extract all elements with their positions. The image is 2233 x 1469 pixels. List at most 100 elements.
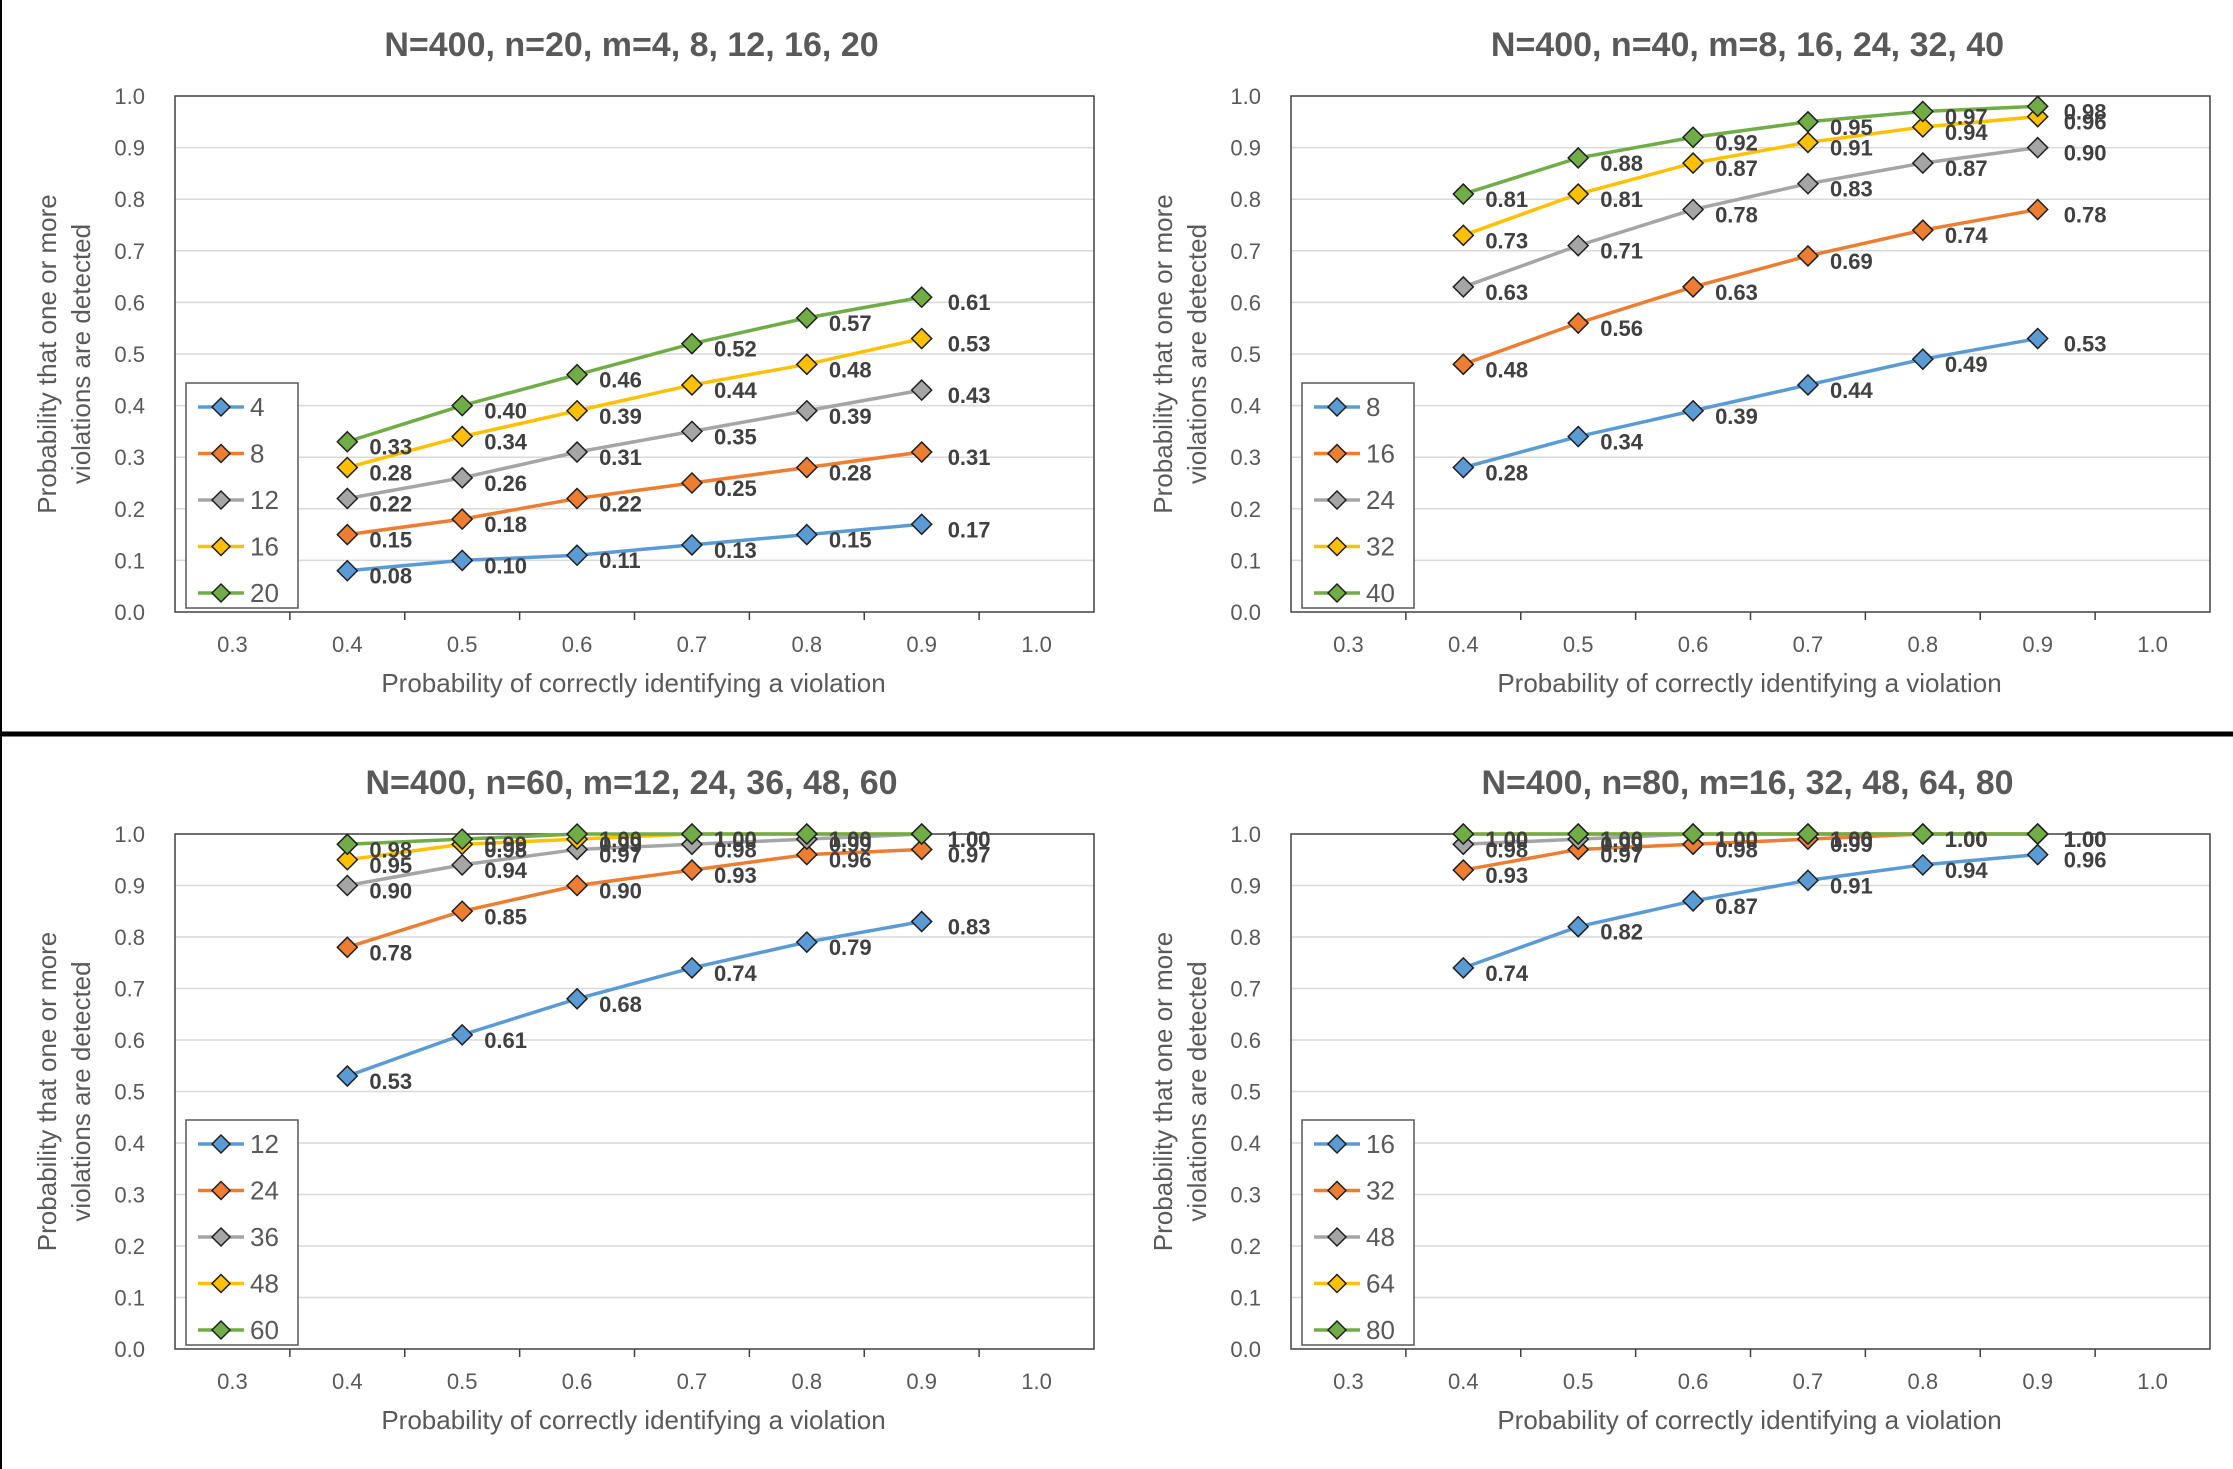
data-label: 0.35 [714, 424, 757, 449]
x-tick-label: 0.5 [447, 1369, 478, 1394]
chart-panel-1: N=400, n=20, m=4, 8, 12, 16, 20 0.0 0.1 0.2… [32, 26, 1095, 698]
data-point [1567, 822, 1590, 846]
legend-label: 8 [1366, 392, 1380, 422]
series-line-40 [1462, 104, 2038, 196]
data-point [1796, 869, 1819, 892]
legend-label: 80 [1366, 1315, 1395, 1345]
legend-item: 4 [198, 392, 264, 422]
chart-title: N=400, n=40, m=8, 16, 24, 32, 40 [1491, 26, 2004, 64]
y-axis-title-line: violations are detected [1182, 224, 1212, 484]
data-label: 0.34 [1600, 430, 1644, 455]
y-tick-label: 0.8 [1230, 187, 1261, 212]
data-point [1452, 182, 1475, 206]
legend-label: 64 [1366, 1269, 1395, 1299]
legend-item: 20 [198, 578, 279, 608]
data-point [1911, 348, 1934, 371]
legend-item: 48 [198, 1269, 279, 1299]
legend-marker [210, 1319, 232, 1341]
x-tick-label: 0.3 [217, 632, 248, 657]
legend-marker [1326, 582, 1348, 604]
x-tick-label: 0.9 [2022, 1369, 2053, 1394]
data-point [680, 420, 703, 443]
data-point [680, 332, 703, 355]
data-label: 1.00 [1715, 827, 1758, 852]
x-tick-label: 0.6 [1678, 632, 1709, 657]
data-point [910, 327, 933, 350]
data-label: 1.00 [1945, 827, 1988, 852]
data-label: 0.97 [1945, 104, 1988, 129]
data-label: 0.92 [1715, 130, 1758, 155]
legend-item: 16 [1314, 439, 1395, 469]
data-label: 0.74 [714, 961, 758, 986]
x-tick-label: 0.7 [1793, 632, 1824, 657]
data-label: 1.00 [1830, 827, 1873, 852]
data-label: 1.00 [1830, 827, 1873, 852]
data-point [1911, 219, 1934, 242]
data-label: 0.97 [948, 842, 991, 867]
data-label: 0.28 [829, 461, 872, 486]
data-point [1911, 115, 1934, 139]
y-axis-title-line: violations are detected [66, 224, 96, 484]
y-tick-label: 1.0 [1230, 822, 1261, 847]
x-tick-label: 0.6 [562, 1369, 593, 1394]
x-tick-label: 0.4 [1448, 1369, 1479, 1394]
data-label: 0.46 [599, 368, 642, 393]
data-label: 0.15 [829, 528, 872, 553]
y-tick-label: 0.2 [114, 497, 145, 522]
data-label: 1.00 [1485, 827, 1528, 852]
y-tick-label: 0.9 [1230, 874, 1261, 899]
data-point [1796, 172, 1819, 195]
y-tick-label: 0.6 [1230, 290, 1261, 315]
x-tick-label: 0.5 [447, 632, 478, 657]
y-tick-label: 0.3 [114, 1183, 145, 1208]
legend-item: 24 [1314, 485, 1395, 515]
data-label: 0.93 [714, 863, 757, 888]
y-tick-label: 0.7 [1230, 239, 1261, 264]
data-point [910, 513, 933, 536]
data-point [1452, 224, 1475, 247]
y-tick-label: 0.9 [114, 874, 145, 899]
chart-title: N=400, n=60, m=12, 24, 36, 48, 60 [365, 764, 897, 802]
data-point [910, 440, 933, 464]
data-label: 0.78 [2064, 203, 2107, 228]
legend-item: 32 [1314, 1176, 1395, 1206]
data-label: 1.00 [948, 827, 991, 852]
data-point [680, 533, 703, 556]
x-axis-title: Probability of correctly identifying a v… [381, 1405, 885, 1435]
data-label: 1.00 [948, 827, 991, 852]
data-label: 1.00 [1485, 827, 1528, 852]
y-axis-title: Probability that one or more violations a… [32, 194, 96, 513]
data-label: 0.48 [1485, 357, 1528, 382]
data-label: 0.15 [369, 528, 412, 553]
data-point [336, 936, 359, 959]
data-point [910, 910, 933, 933]
x-tick-label: 0.8 [1908, 632, 1939, 657]
data-label: 1.00 [1600, 827, 1643, 852]
series-line-20 [346, 295, 922, 444]
data-point [451, 828, 474, 851]
data-label: 0.85 [484, 904, 527, 929]
data-point [910, 822, 933, 846]
data-label: 0.79 [829, 935, 872, 960]
x-axis-title: Probability of correctly identifying a v… [381, 668, 885, 698]
y-tick-label: 0.4 [1230, 1131, 1261, 1156]
y-tick-label: 0.9 [114, 136, 145, 161]
data-point [1567, 915, 1590, 938]
data-point [1911, 100, 1934, 123]
x-tick-label: 0.6 [1678, 1369, 1709, 1394]
data-point [1452, 456, 1475, 479]
x-tick-label: 1.0 [2137, 1369, 2168, 1394]
data-label: 0.31 [948, 445, 991, 470]
data-label: 0.78 [1715, 203, 1758, 228]
data-point [336, 874, 359, 897]
data-point [451, 853, 474, 876]
data-label: 0.22 [369, 491, 412, 516]
data-label: 0.17 [948, 517, 991, 542]
y-tick-label: 0.5 [1230, 1080, 1261, 1105]
y-tick-label: 0.1 [1230, 1286, 1261, 1311]
data-point [1567, 311, 1590, 335]
data-point [1452, 275, 1475, 298]
data-label: 0.33 [369, 435, 412, 460]
data-point [336, 456, 359, 479]
